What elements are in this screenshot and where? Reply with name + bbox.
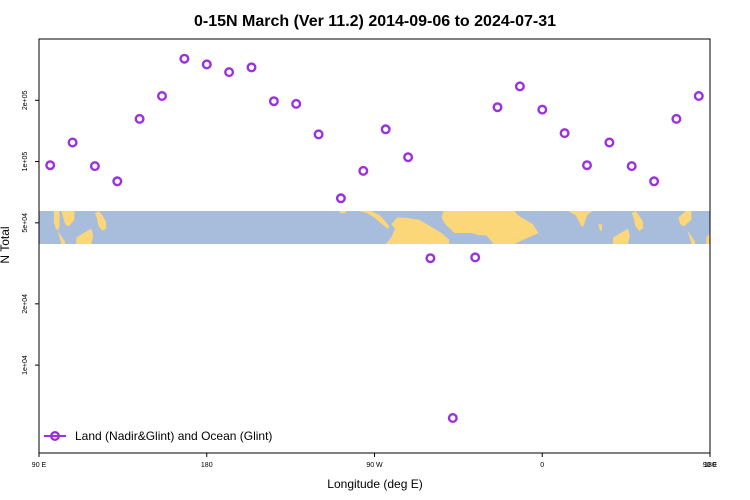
y-tick-label: 5e+04 (22, 213, 29, 233)
x-tick-label: 90 W (366, 462, 383, 469)
data-point (492, 102, 503, 113)
y-tick-label: 2e+04 (22, 294, 29, 314)
data-point (134, 113, 145, 124)
data-point (514, 81, 525, 92)
land-mass-13 (687, 230, 696, 244)
plot-frame (38, 38, 711, 454)
data-point (67, 137, 78, 148)
y-tick-label: 1e+04 (22, 355, 29, 375)
data-point (335, 193, 346, 204)
data-point (649, 176, 660, 187)
data-point (112, 176, 123, 187)
land-mass-16 (631, 211, 643, 231)
data-point (470, 252, 481, 263)
data-point (403, 152, 414, 163)
land-mass-12 (678, 211, 692, 227)
world-map-band (39, 211, 710, 244)
data-point (313, 129, 324, 140)
y-tick-label: 1e+05 (22, 152, 29, 172)
land-mass-8 (441, 211, 539, 244)
x-tick-label: 90 E (32, 462, 47, 469)
data-point (246, 62, 257, 73)
data-point (671, 113, 682, 124)
land-mass-5 (359, 211, 390, 229)
chart-title: 0-15N March (Ver 11.2) 2014-09-06 to 202… (194, 13, 556, 30)
data-point (559, 128, 570, 139)
data-point (626, 161, 637, 172)
data-point (89, 161, 100, 172)
data-point (268, 96, 279, 107)
data-point (604, 137, 615, 148)
land-mass-0 (53, 211, 60, 231)
y-axis-label: N Total (0, 226, 12, 263)
land-mass-2 (57, 230, 66, 244)
data-point (537, 104, 548, 115)
x-tick-label: 180 (201, 462, 213, 469)
data-point (693, 90, 704, 101)
y-tick-label: 2e+05 (22, 90, 29, 110)
legend-label: Land (Nadir&Glint) and Ocean (Glint) (75, 429, 272, 443)
land-mass-6 (385, 217, 450, 244)
data-point (582, 160, 593, 171)
data-point (380, 124, 391, 135)
land-mass-15 (613, 228, 630, 244)
x-tick-label: 90 E (703, 462, 718, 469)
land-mass-7 (339, 211, 347, 214)
data-point (156, 90, 167, 101)
data-point (425, 253, 436, 264)
land-mass-3 (76, 228, 94, 244)
x-tick-label: 0 (540, 462, 544, 469)
data-point (358, 165, 369, 176)
x-axis-label: Longitude (deg E) (327, 477, 422, 491)
data-point (201, 59, 212, 70)
x-tick-label: 180 (704, 462, 716, 469)
land-mass-9 (514, 213, 522, 218)
y-axis: 1e+04 2e+04 5e+04 1e+05 2e+05 (22, 90, 39, 375)
data-points (45, 53, 704, 424)
land-mass-4 (94, 211, 107, 231)
land-mass-10 (568, 211, 593, 227)
land-mass-11 (598, 224, 602, 231)
data-point (179, 53, 190, 64)
data-point (45, 160, 56, 171)
legend-marker (50, 431, 61, 442)
land-mass-14 (706, 233, 710, 244)
data-point (291, 98, 302, 109)
legend: Land (Nadir&Glint) and Ocean (Glint) (44, 429, 272, 443)
data-point (224, 67, 235, 78)
data-point (447, 413, 458, 424)
land-mass-1 (61, 211, 75, 227)
